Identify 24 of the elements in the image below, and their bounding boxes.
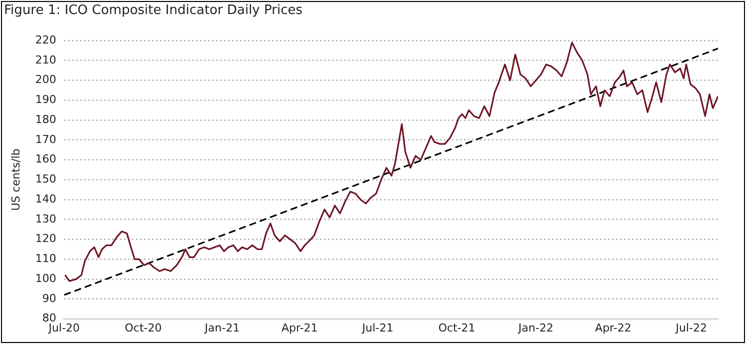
y-tick-label: 140 xyxy=(35,192,56,206)
y-axis-title: US cents/lb xyxy=(9,148,22,211)
y-tick-label: 220 xyxy=(35,33,56,46)
x-tick-label: Oct-21 xyxy=(438,321,476,334)
x-tick-label: Jul-21 xyxy=(361,321,394,334)
y-tick-label: 200 xyxy=(35,73,56,86)
x-tick-label: Apr-22 xyxy=(595,321,632,334)
x-tick-label: Apr-21 xyxy=(281,321,318,334)
y-tick-label: 120 xyxy=(35,232,56,246)
x-tick-label: Jan-22 xyxy=(517,321,554,334)
y-tick-label: 160 xyxy=(35,152,56,166)
x-tick-label: Oct-20 xyxy=(124,321,162,334)
x-tick-label: Jan-21 xyxy=(204,321,240,334)
y-tick-label: 100 xyxy=(35,272,56,285)
y-tick-label: 130 xyxy=(35,212,56,226)
y-tick-label: 170 xyxy=(35,132,56,146)
chart-title: Figure 1: ICO Composite Indicator Daily Prices xyxy=(4,3,302,18)
y-tick-label: 180 xyxy=(35,112,56,126)
x-tick-label: Jul-22 xyxy=(674,321,707,334)
y-tick-label: 150 xyxy=(35,172,56,186)
y-tick-label: 110 xyxy=(35,252,56,266)
y-tick-label: 90 xyxy=(42,292,56,305)
y-tick-label: 190 xyxy=(35,93,56,106)
y-tick-label: 210 xyxy=(35,53,56,66)
